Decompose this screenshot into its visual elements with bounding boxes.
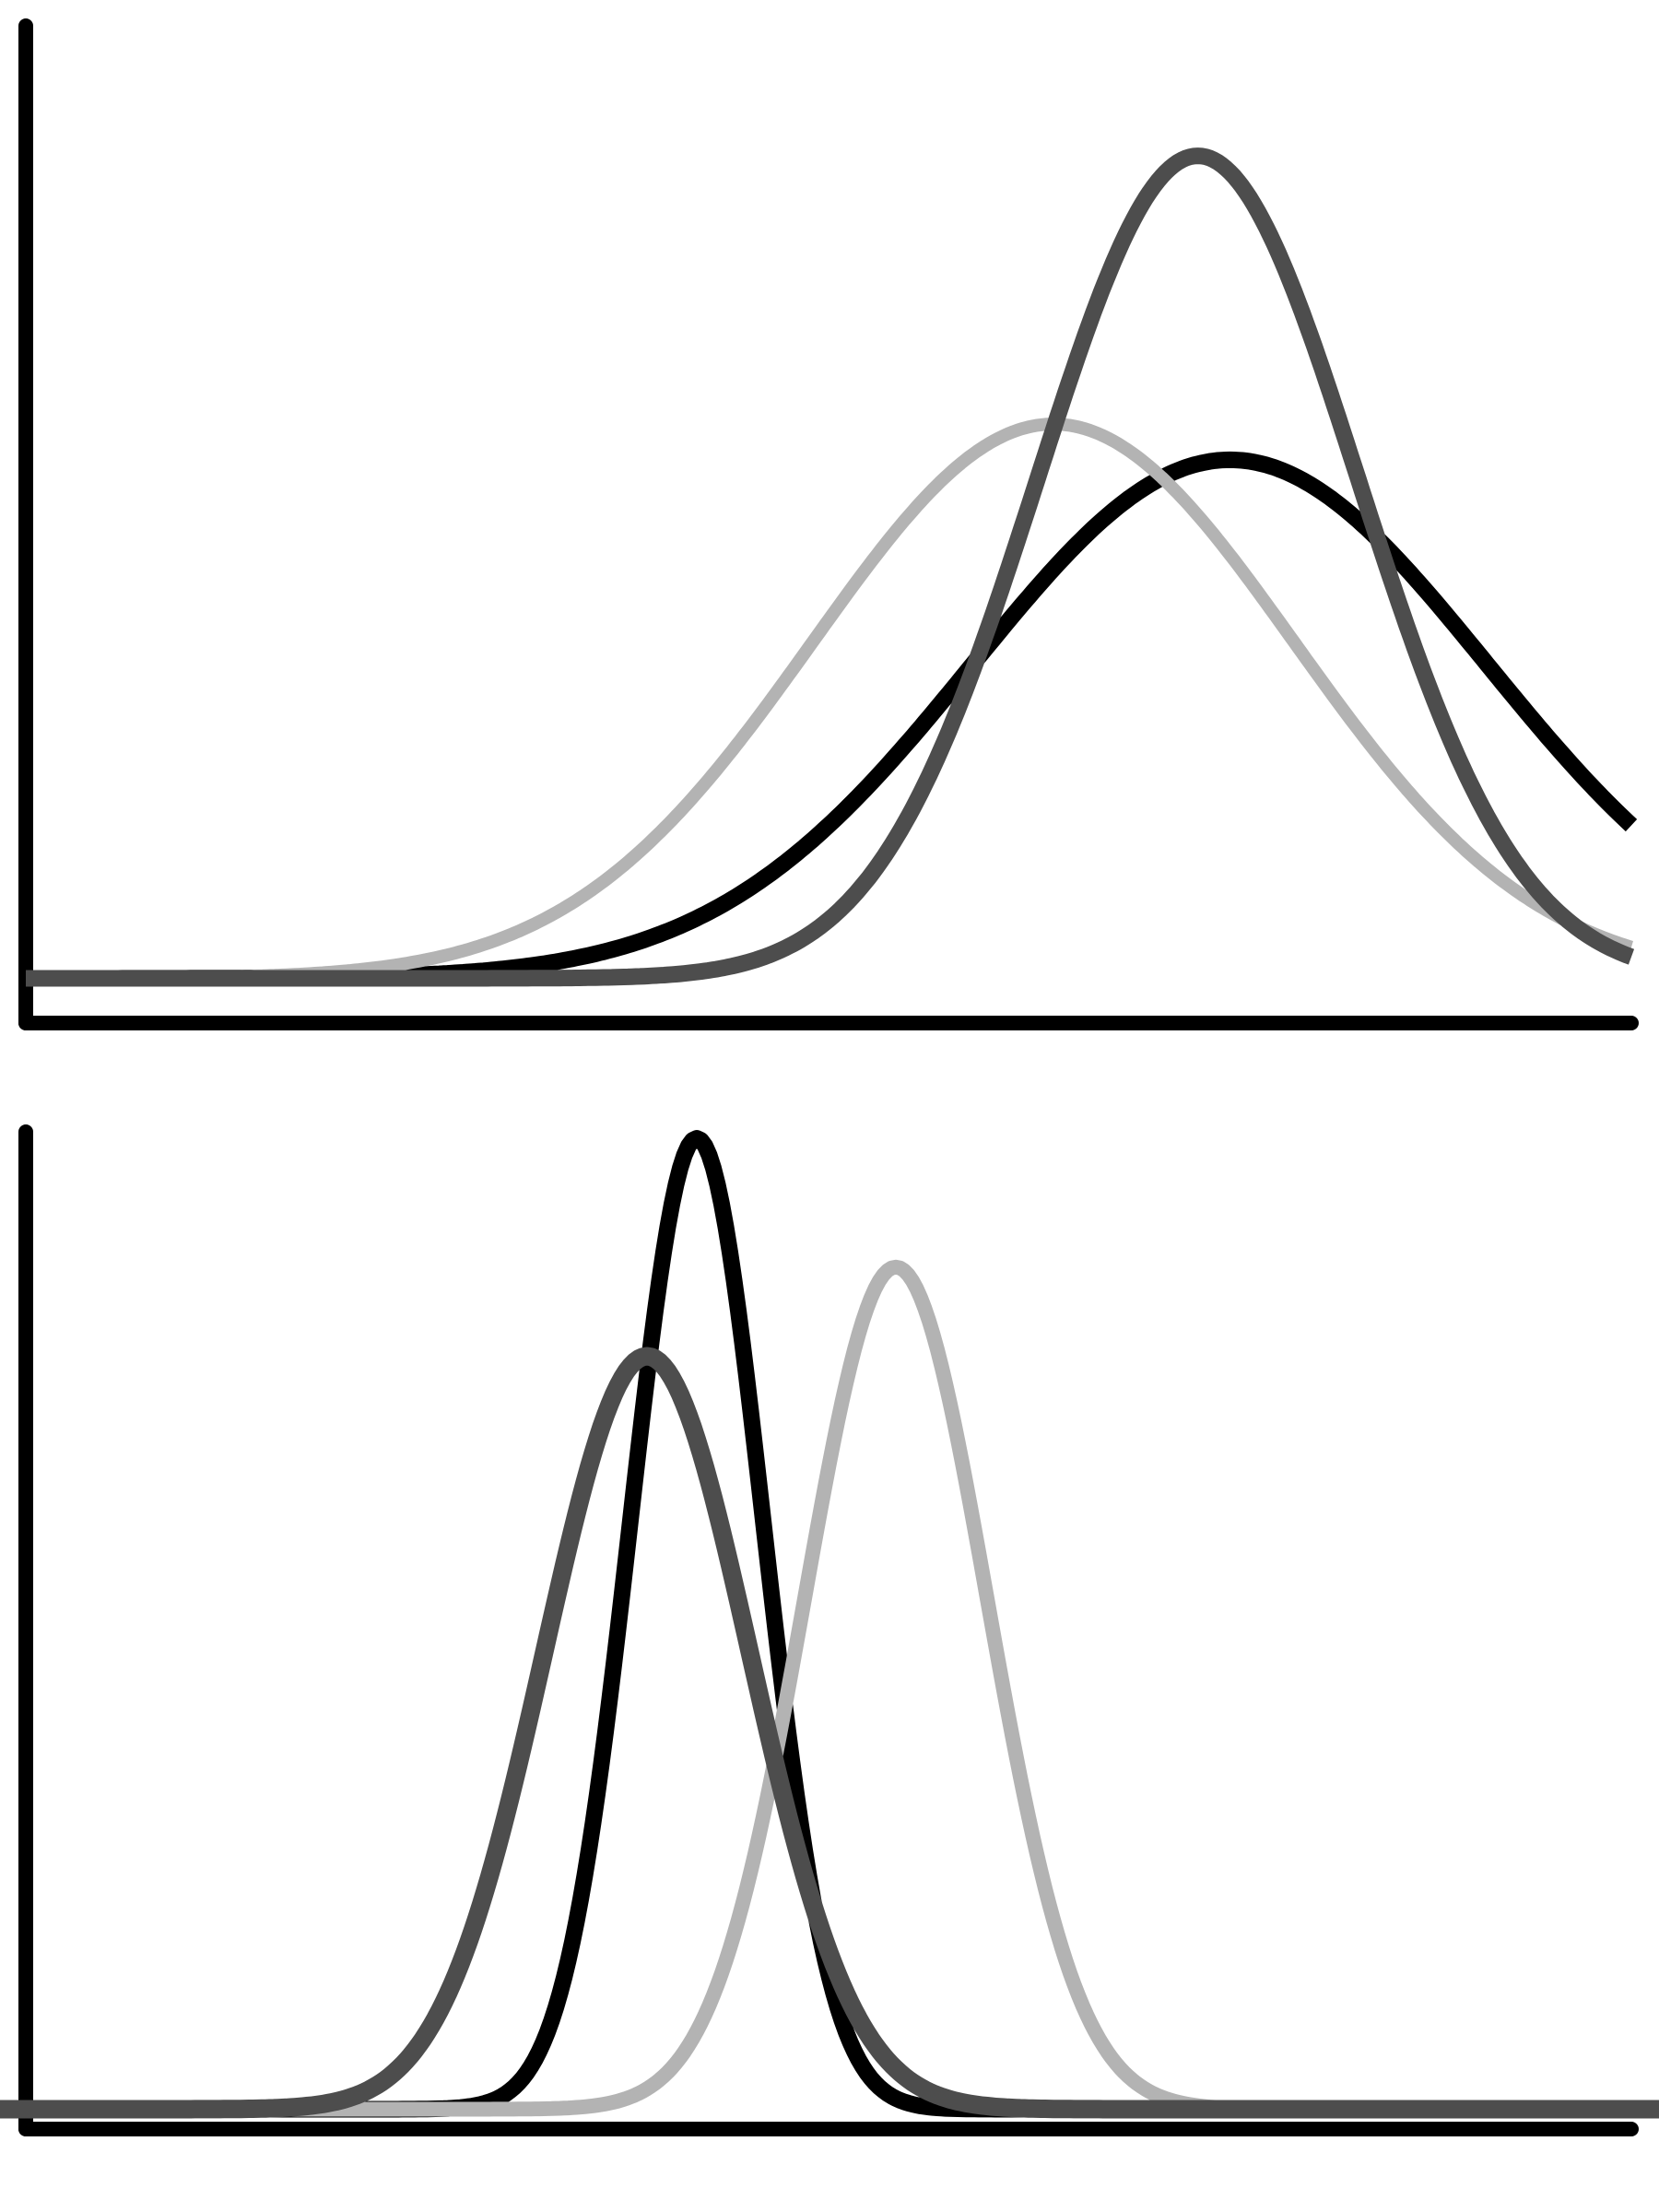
series-group-top (21, 147, 1638, 987)
series-line-bottom-3 (0, 1347, 1659, 2119)
series-line-top-1 (21, 451, 1638, 987)
chart-bottom (0, 1124, 1659, 2136)
series-group-bottom (0, 1130, 1659, 2119)
series-line-top-2 (23, 418, 1634, 985)
series-line-top-3 (21, 147, 1636, 987)
chart-top (18, 18, 1639, 1030)
